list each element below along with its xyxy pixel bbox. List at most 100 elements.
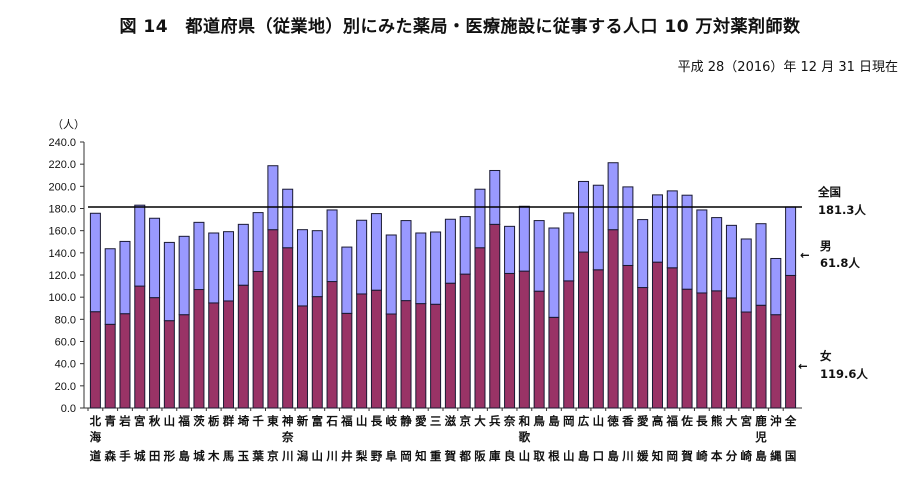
x-tick-label: 埼玉 [238,414,250,463]
bar-female-香川 [622,264,634,409]
bar-female-秋田 [149,297,161,409]
bar-male-新潟 [296,229,308,307]
x-tick-label: 三重 [430,414,442,463]
national-average-value: 181.3人 [818,203,866,217]
x-tick-label: 香川 [621,414,634,463]
x-tick-label: 富山 [312,414,324,463]
bar-female-静岡 [400,300,412,409]
x-tick-label: 愛知 [414,414,427,463]
x-tick-label: 新潟 [297,414,309,463]
bar-male-鹿児島 [755,223,767,306]
x-tick-label: 群馬 [222,414,235,463]
bar-female-山梨 [356,293,368,409]
x-tick-label: 栃木 [207,414,220,463]
bar-female-山口 [592,269,604,409]
y-tick-label: 40.0 [55,359,76,371]
bar-female-島根 [548,316,560,409]
x-tick-label: 島根 [548,414,560,463]
bar-male-徳島 [607,162,619,231]
bar-male-東京 [267,165,279,231]
x-tick-label: 鳥取 [533,414,545,463]
x-tick-label: 石川 [325,414,338,463]
bar-female-滋賀 [444,282,456,409]
bar-male-大分 [725,224,737,299]
bar-female-岐阜 [385,313,397,409]
bar-male-栃木 [208,232,220,304]
bar-female-大阪 [474,247,486,409]
bar-male-奈良 [504,225,516,274]
bar-male-全国 [785,206,797,276]
bar-female-栃木 [208,302,220,409]
bar-female-宮崎 [740,311,752,409]
bar-female-神奈川 [282,247,294,409]
bar-female-新潟 [296,305,308,409]
bar-male-富山 [311,230,323,298]
x-tick-label: 岡山 [563,414,575,463]
bar-male-香川 [622,186,634,266]
bar-male-青森 [104,248,116,325]
bar-female-大分 [725,297,737,409]
x-tick-label: 福島 [177,414,190,463]
bar-female-福井 [341,312,353,409]
bar-female-長崎 [696,292,708,409]
y-tick-label: 60.0 [55,337,76,349]
bar-female-富山 [311,296,323,409]
female-value: 119.6人 [820,367,868,381]
x-tick-label: 和歌山 [519,414,531,463]
bar-female-愛知 [415,303,427,409]
x-tick-label: 滋賀 [444,414,457,463]
bar-male-埼玉 [237,223,249,286]
y-tick-label: 140.0 [48,248,76,260]
bar-female-熊本 [711,290,723,409]
x-tick-label: 兵庫 [489,414,501,463]
bar-male-福島 [178,235,190,316]
bar-female-広島 [578,251,590,409]
female-label: 女 [820,349,832,363]
bar-male-長野 [370,213,382,291]
x-tick-label: 北海道 [90,414,102,463]
bar-male-茨城 [193,221,205,291]
bar-female-鳥取 [533,290,545,409]
bar-male-三重 [430,231,442,305]
bar-female-鹿児島 [755,304,767,409]
bar-female-兵庫 [489,223,501,409]
bar-female-京都 [459,273,471,409]
arrow-icon: ← [800,248,810,262]
bar-male-島根 [548,227,560,318]
bar-male-岐阜 [385,234,397,315]
x-tick-label: 奈良 [503,414,516,463]
bar-female-沖縄 [770,314,782,409]
bar-female-徳島 [607,229,619,409]
x-tick-label: 山形 [164,414,176,463]
bar-female-茨城 [193,289,205,409]
x-tick-label: 福井 [340,414,353,463]
bar-male-滋賀 [444,218,456,284]
arrow-icon: ← [798,359,808,373]
y-tick-label: 240.0 [48,137,76,149]
bar-male-愛媛 [637,219,649,289]
x-tick-label: 徳島 [606,414,619,463]
bar-male-兵庫 [489,169,501,225]
bar-male-岩手 [119,240,131,315]
y-tick-label: 180.0 [48,204,76,216]
national-average-label: 全国 [817,185,841,199]
bar-male-宮城 [134,204,146,287]
bar-male-山口 [592,184,604,271]
bar-female-青森 [104,323,116,409]
y-tick-label: 120.0 [48,270,76,282]
x-tick-label: 佐賀 [680,414,693,463]
bar-male-秋田 [149,217,161,299]
chart-title: 図 14 都道府県（従業地）別にみた薬局・医療施設に従事する人口 10 万対薬剤… [119,17,801,37]
bar-male-宮崎 [740,238,752,313]
y-axis-label: （人） [52,118,85,131]
bar-male-高知 [651,194,663,263]
bar-female-東京 [267,229,279,409]
bar-female-福岡 [666,267,678,409]
bar-male-和歌山 [518,205,530,272]
y-tick-label: 80.0 [55,314,76,326]
y-tick-label: 20.0 [55,381,76,393]
x-tick-label: 熊本 [711,414,723,463]
y-tick-label: 220.0 [48,159,76,171]
x-tick-label: 神奈川 [281,414,294,463]
bar-male-神奈川 [282,188,294,249]
